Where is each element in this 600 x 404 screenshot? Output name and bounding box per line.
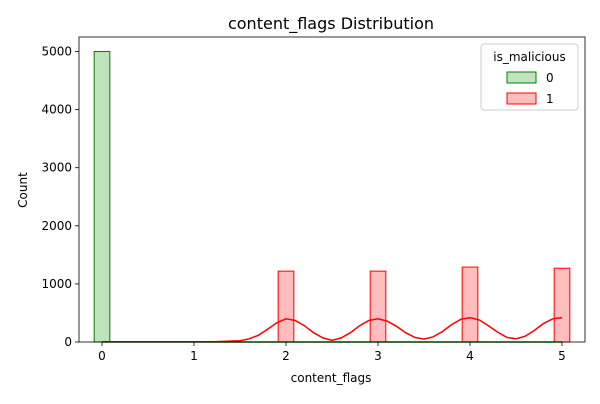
y-tick-label: 3000 bbox=[41, 161, 72, 175]
bar-series-1-1 bbox=[369, 270, 387, 343]
legend-swatch-series-1 bbox=[506, 92, 537, 105]
legend-label-series-1: 1 bbox=[546, 92, 554, 106]
x-tick-label: 3 bbox=[374, 349, 382, 363]
x-tick-label: 0 bbox=[98, 349, 106, 363]
legend: is_malicious 0 1 bbox=[480, 43, 579, 111]
y-tick-label: 0 bbox=[64, 335, 72, 349]
chart-title: content_flags Distribution bbox=[228, 14, 434, 34]
legend-swatch-series-0 bbox=[506, 71, 537, 84]
legend-title: is_malicious bbox=[493, 50, 565, 64]
y-tick-label: 5000 bbox=[41, 45, 72, 59]
bar-series-1-3 bbox=[553, 267, 571, 343]
plot-area: 0 1 2 3 4 5 0 1000 2000 3000 4000 5000 bbox=[41, 36, 586, 363]
x-tick-label: 4 bbox=[466, 349, 474, 363]
y-tick-label: 1000 bbox=[41, 277, 72, 291]
y-tick-label: 4000 bbox=[41, 103, 72, 117]
x-tick-label: 1 bbox=[190, 349, 198, 363]
x-tick-label: 5 bbox=[558, 349, 566, 363]
bar-series-0-0 bbox=[93, 51, 111, 343]
y-tick-label: 2000 bbox=[41, 219, 72, 233]
bar-series-1-2 bbox=[461, 266, 479, 343]
legend-label-series-0: 0 bbox=[546, 71, 554, 85]
x-tick-label: 2 bbox=[282, 349, 290, 363]
kde-line-series-1 bbox=[102, 316, 563, 343]
y-axis-label: Count bbox=[16, 172, 30, 208]
axes-frame bbox=[78, 36, 586, 343]
x-axis-label: content_flags bbox=[291, 371, 372, 385]
bar-series-1-0 bbox=[277, 270, 295, 343]
